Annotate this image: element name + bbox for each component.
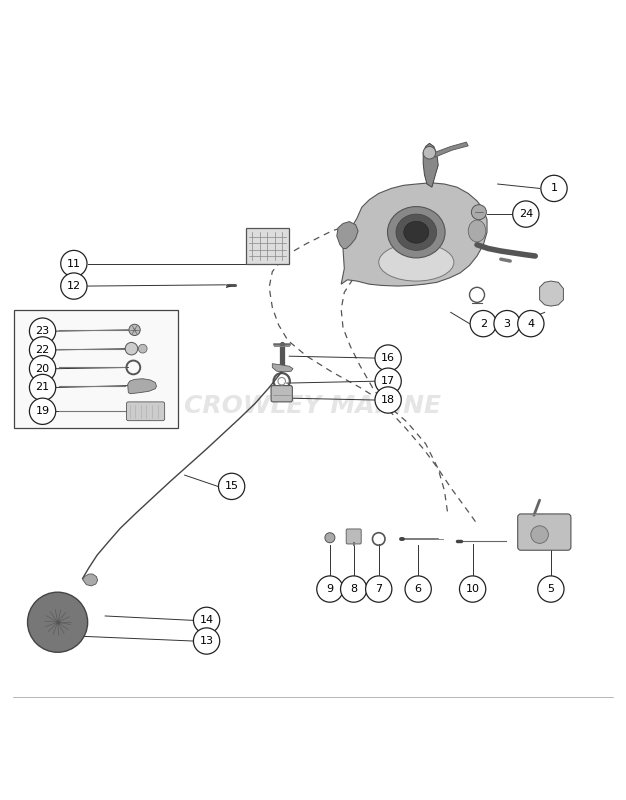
Circle shape xyxy=(375,368,401,394)
Circle shape xyxy=(531,526,548,543)
Polygon shape xyxy=(272,364,293,372)
Text: 19: 19 xyxy=(36,406,49,416)
Circle shape xyxy=(375,345,401,371)
Circle shape xyxy=(129,324,140,335)
Circle shape xyxy=(513,201,539,227)
Text: 22: 22 xyxy=(36,345,49,355)
FancyBboxPatch shape xyxy=(246,229,289,263)
Text: 24: 24 xyxy=(519,209,533,219)
Circle shape xyxy=(494,310,520,337)
Text: CROWLEY MARINE: CROWLEY MARINE xyxy=(185,394,441,418)
Ellipse shape xyxy=(404,222,429,243)
Text: 18: 18 xyxy=(381,395,395,405)
Circle shape xyxy=(193,628,220,654)
Text: 6: 6 xyxy=(414,584,422,594)
Text: 4: 4 xyxy=(527,318,535,329)
Circle shape xyxy=(459,576,486,602)
Text: 16: 16 xyxy=(381,353,395,363)
Circle shape xyxy=(341,576,367,602)
Text: 14: 14 xyxy=(200,615,213,626)
Circle shape xyxy=(138,344,147,353)
FancyBboxPatch shape xyxy=(271,386,292,402)
Text: 23: 23 xyxy=(36,326,49,336)
Ellipse shape xyxy=(396,214,437,250)
Polygon shape xyxy=(83,574,98,586)
Circle shape xyxy=(125,342,138,355)
Text: 12: 12 xyxy=(67,281,81,291)
Text: 2: 2 xyxy=(480,318,487,329)
Text: 10: 10 xyxy=(466,584,480,594)
Text: 5: 5 xyxy=(547,584,555,594)
Circle shape xyxy=(61,250,87,277)
Circle shape xyxy=(471,205,486,220)
Circle shape xyxy=(28,592,88,652)
Circle shape xyxy=(29,337,56,363)
Text: 11: 11 xyxy=(67,258,81,269)
Text: 8: 8 xyxy=(350,584,357,594)
Text: 13: 13 xyxy=(200,636,213,646)
FancyBboxPatch shape xyxy=(126,402,165,421)
Text: 15: 15 xyxy=(225,482,239,491)
Circle shape xyxy=(423,146,436,159)
Polygon shape xyxy=(128,378,156,394)
Text: 9: 9 xyxy=(326,584,334,594)
Polygon shape xyxy=(423,143,438,187)
Circle shape xyxy=(193,607,220,634)
Circle shape xyxy=(61,273,87,299)
Circle shape xyxy=(366,576,392,602)
Circle shape xyxy=(29,398,56,425)
FancyBboxPatch shape xyxy=(518,514,571,550)
FancyBboxPatch shape xyxy=(346,529,361,544)
Text: 17: 17 xyxy=(381,376,395,386)
Circle shape xyxy=(29,355,56,382)
Ellipse shape xyxy=(387,206,445,258)
Polygon shape xyxy=(540,281,563,306)
Circle shape xyxy=(29,318,56,344)
Circle shape xyxy=(405,576,431,602)
Circle shape xyxy=(375,387,401,413)
Polygon shape xyxy=(341,182,487,286)
Circle shape xyxy=(541,175,567,202)
Circle shape xyxy=(29,374,56,401)
Text: 7: 7 xyxy=(375,584,382,594)
Circle shape xyxy=(518,310,544,337)
Circle shape xyxy=(538,576,564,602)
Polygon shape xyxy=(434,142,468,157)
Text: 20: 20 xyxy=(36,364,49,374)
Circle shape xyxy=(470,310,496,337)
Ellipse shape xyxy=(468,220,486,242)
Circle shape xyxy=(317,576,343,602)
Circle shape xyxy=(325,533,335,542)
Polygon shape xyxy=(337,222,358,249)
Text: 21: 21 xyxy=(36,382,49,393)
Ellipse shape xyxy=(379,243,454,281)
FancyBboxPatch shape xyxy=(14,310,178,428)
Circle shape xyxy=(218,474,245,499)
Text: 1: 1 xyxy=(550,183,558,194)
Text: 3: 3 xyxy=(503,318,511,329)
